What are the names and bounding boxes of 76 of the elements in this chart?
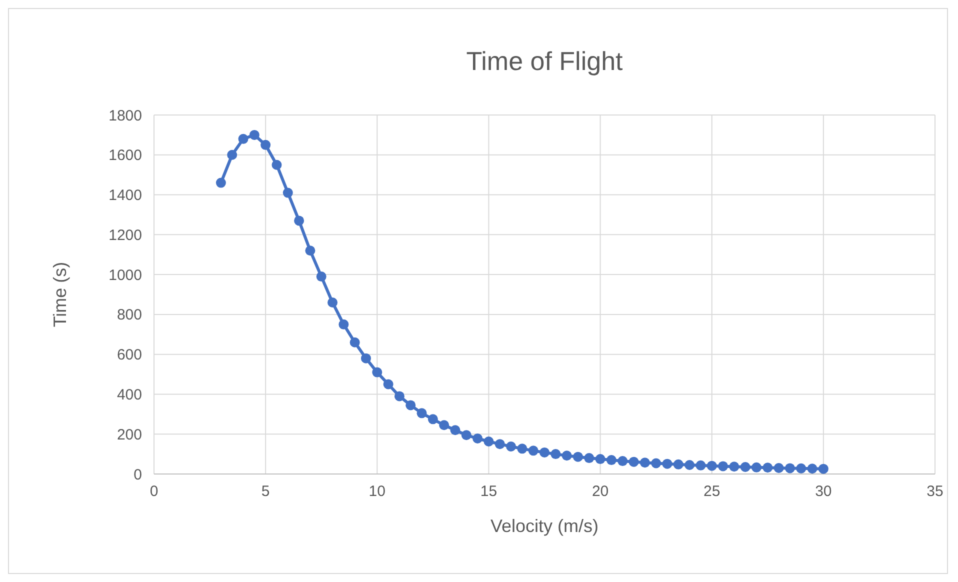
point — [260, 140, 271, 150]
point — [584, 453, 594, 464]
point — [818, 464, 828, 474]
point — [618, 456, 628, 466]
point — [662, 458, 672, 469]
point — [540, 447, 550, 458]
point — [216, 178, 226, 188]
point — [249, 130, 260, 140]
y-axis-title: Time (s) — [50, 262, 70, 328]
point — [696, 460, 706, 470]
point — [762, 462, 773, 473]
point — [774, 463, 784, 474]
y-tick-label: 800 — [116, 306, 142, 324]
point — [595, 454, 606, 464]
point — [305, 246, 316, 256]
point — [729, 462, 740, 472]
y-tick-label: 1600 — [108, 147, 142, 164]
y-tick-label: 1200 — [108, 226, 142, 244]
point — [606, 455, 616, 466]
point — [796, 463, 806, 474]
point — [673, 459, 684, 470]
point — [461, 430, 472, 440]
y-tick-label: 1000 — [108, 266, 142, 284]
x-tick-label: 5 — [261, 483, 270, 500]
point — [572, 452, 583, 462]
point — [628, 456, 639, 467]
y-tick-label: 200 — [116, 426, 142, 444]
point — [807, 464, 818, 474]
x-tick-label: 25 — [704, 483, 720, 500]
point — [360, 353, 371, 364]
point — [238, 134, 248, 144]
point — [718, 461, 728, 472]
point — [439, 420, 450, 430]
point — [740, 462, 750, 472]
x-tick-label: 30 — [815, 483, 832, 500]
point — [651, 458, 662, 468]
point — [706, 460, 717, 471]
point — [272, 160, 282, 170]
point — [294, 216, 304, 226]
point — [416, 408, 427, 418]
x-tick-label: 35 — [926, 483, 944, 500]
y-tick-label: 1400 — [108, 187, 142, 204]
point — [350, 337, 360, 348]
x-tick-label: 15 — [480, 483, 498, 500]
point — [394, 391, 404, 402]
y-tick-label: 0 — [134, 466, 142, 484]
chart-title: Time of Flight — [466, 46, 624, 76]
point — [227, 150, 238, 160]
point — [338, 319, 349, 330]
point — [494, 439, 505, 450]
point — [428, 414, 438, 424]
point — [406, 400, 416, 410]
y-tick-label: 1800 — [108, 107, 142, 124]
point — [517, 444, 528, 454]
x-axis-title: Velocity (m/s) — [490, 516, 599, 536]
point — [328, 297, 338, 308]
x-tick-label: 0 — [150, 483, 158, 500]
point — [562, 450, 572, 461]
y-tick-label: 600 — [116, 346, 142, 364]
y-tick-label: 400 — [116, 386, 142, 404]
point — [383, 379, 394, 390]
x-tick-label: 10 — [368, 483, 386, 500]
point — [472, 434, 483, 444]
point — [550, 449, 561, 460]
point — [316, 272, 326, 282]
x-tick-label: 20 — [592, 483, 609, 500]
point — [684, 460, 695, 470]
point — [450, 425, 460, 436]
point — [528, 446, 538, 456]
point — [640, 458, 650, 468]
point — [484, 436, 494, 446]
point — [282, 188, 293, 198]
point — [784, 463, 795, 474]
point — [372, 367, 382, 378]
point — [751, 462, 762, 472]
point — [506, 441, 516, 452]
